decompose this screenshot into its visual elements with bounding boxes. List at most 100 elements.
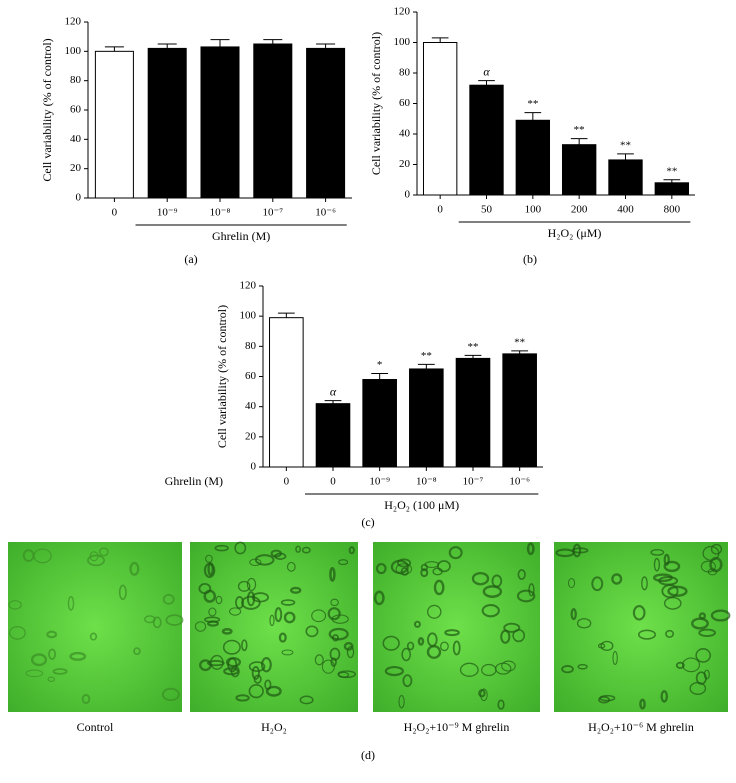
cell-texture xyxy=(427,632,438,647)
cell-texture xyxy=(661,584,679,599)
cell-texture xyxy=(214,544,229,552)
cell-texture xyxy=(52,668,68,675)
y-tick-label: 120 xyxy=(240,280,257,292)
x-tick-label: 0 xyxy=(330,476,336,488)
cell-texture xyxy=(305,625,319,638)
cell-texture xyxy=(206,660,225,667)
bar xyxy=(455,357,491,468)
cell-texture xyxy=(264,679,272,691)
bar xyxy=(502,353,537,468)
bar xyxy=(515,119,551,196)
cell-texture xyxy=(198,583,212,595)
cell-texture xyxy=(572,543,582,558)
cell-texture xyxy=(591,576,604,592)
group-label: Ghrelin (M) xyxy=(212,229,270,243)
y-axis-label: Cell variability (% of control) xyxy=(40,38,54,181)
cell-texture xyxy=(254,554,275,566)
x-tick-label: 0 xyxy=(284,476,290,488)
cell-texture xyxy=(89,551,99,562)
cell-texture xyxy=(208,607,217,617)
cell-texture xyxy=(481,604,500,618)
cell-texture xyxy=(87,554,105,567)
cell-texture xyxy=(433,579,445,596)
cell-texture xyxy=(597,643,606,649)
cell-texture xyxy=(397,558,412,568)
cell-texture xyxy=(241,639,248,652)
significance-label: α xyxy=(330,384,337,398)
cell-texture xyxy=(295,545,301,553)
cell-texture xyxy=(8,600,22,610)
cell-texture xyxy=(382,635,400,651)
cell-texture xyxy=(517,569,526,580)
cell-texture xyxy=(611,573,623,585)
x-tick-label: 10⁻⁷ xyxy=(463,476,484,488)
cell-texture xyxy=(567,577,576,589)
significance-label: ** xyxy=(574,124,585,136)
significance-label: ** xyxy=(666,165,677,177)
y-tick-label: 80 xyxy=(399,67,411,79)
cell-texture xyxy=(269,614,275,627)
cell-texture xyxy=(162,594,175,605)
cell-texture xyxy=(641,576,648,591)
image-caption: H₂O₂+10⁻⁹ M ghrelin xyxy=(404,720,510,734)
x-tick-label: 50 xyxy=(481,204,493,216)
cell-texture xyxy=(577,663,588,670)
cell-texture xyxy=(204,616,221,623)
cell-texture xyxy=(67,595,75,611)
cell-texture xyxy=(703,669,710,680)
x-tick-label: 10⁻⁷ xyxy=(262,207,283,219)
bar xyxy=(654,182,690,196)
cell-texture xyxy=(321,659,335,674)
cell-texture xyxy=(420,563,429,572)
y-tick-label: 80 xyxy=(70,74,82,86)
cell-texture xyxy=(234,541,247,555)
cell-texture xyxy=(165,614,184,626)
micrograph xyxy=(373,542,540,712)
cell-texture xyxy=(280,599,296,606)
row-label: Ghrelin (M) xyxy=(165,474,223,488)
cell-texture xyxy=(526,542,535,556)
cell-texture xyxy=(144,615,156,624)
bar xyxy=(315,403,351,468)
cell-texture xyxy=(660,690,668,703)
significance-label: ** xyxy=(468,341,479,353)
cell-texture xyxy=(98,547,109,557)
bar xyxy=(200,46,240,199)
cell-texture xyxy=(398,694,405,709)
y-tick-label: 60 xyxy=(245,370,257,382)
cell-texture xyxy=(437,560,451,573)
micrograph xyxy=(8,542,182,712)
cell-texture xyxy=(691,617,709,630)
cell-texture xyxy=(329,647,341,661)
cell-texture xyxy=(8,626,26,640)
cell-texture xyxy=(471,571,490,586)
y-tick-label: 60 xyxy=(70,104,82,116)
cell-texture xyxy=(440,641,449,652)
y-tick-label: 20 xyxy=(70,162,82,174)
cell-texture xyxy=(561,665,574,674)
cell-texture xyxy=(501,660,516,672)
cell-texture xyxy=(223,667,239,676)
cell-texture xyxy=(246,591,256,607)
cell-texture xyxy=(22,549,35,562)
cell-texture xyxy=(30,653,48,667)
cell-texture xyxy=(47,676,55,682)
cell-texture xyxy=(348,546,355,555)
cell-texture xyxy=(261,657,272,673)
cell-texture xyxy=(274,607,283,623)
x-tick-label: 200 xyxy=(571,204,588,216)
y-axis-label: Cell variability (% of control) xyxy=(369,32,383,175)
cell-texture xyxy=(570,608,577,621)
cell-texture xyxy=(406,641,415,651)
cell-texture xyxy=(25,669,44,678)
cell-texture xyxy=(235,694,250,702)
cell-texture xyxy=(222,639,241,655)
y-tick-label: 60 xyxy=(399,97,411,109)
panel-caption: (b) xyxy=(523,252,537,266)
cell-texture xyxy=(46,630,58,639)
cell-texture xyxy=(278,632,287,643)
panel-caption: (c) xyxy=(361,515,374,529)
cell-texture xyxy=(248,661,266,672)
cell-texture xyxy=(274,552,287,560)
y-tick-label: 80 xyxy=(245,340,257,352)
